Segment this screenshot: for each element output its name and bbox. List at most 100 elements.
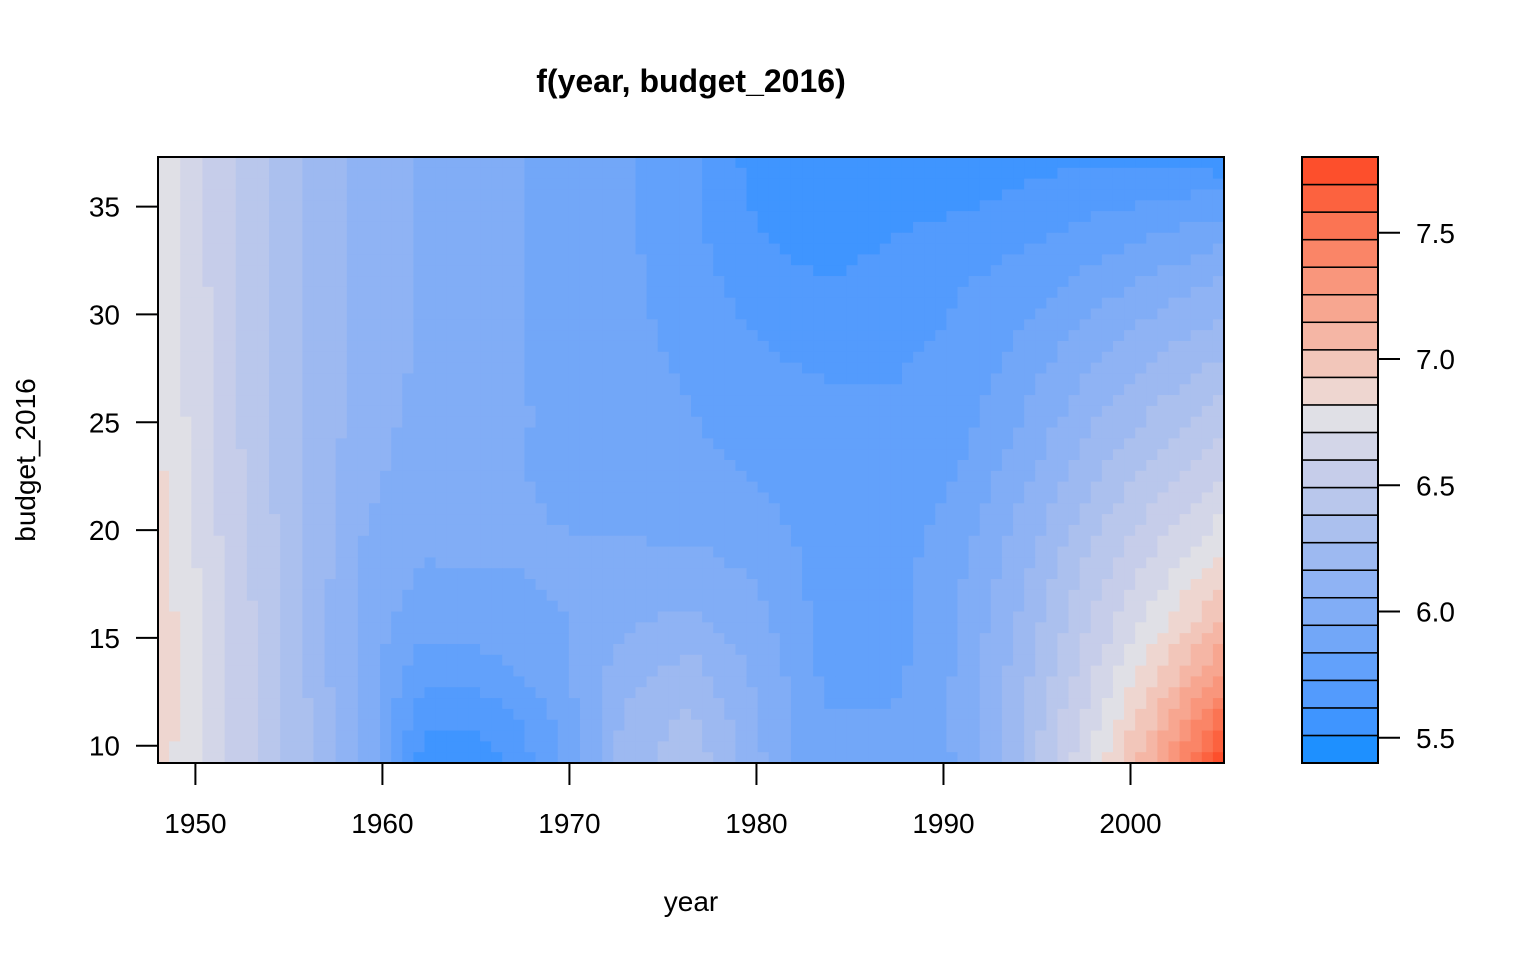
heat-cell xyxy=(713,470,725,483)
heat-cell xyxy=(824,286,836,299)
heat-cell xyxy=(235,654,248,667)
heat-cell xyxy=(657,481,670,494)
heat-cell xyxy=(968,611,981,623)
heat-cell xyxy=(1046,200,1059,212)
heat-cell xyxy=(180,611,192,623)
heat-cell xyxy=(779,654,792,667)
heat-cell xyxy=(1035,524,1047,537)
heat-cell xyxy=(502,373,514,385)
heat-cell xyxy=(1068,438,1081,450)
heat-cell xyxy=(546,470,559,483)
heat-cell xyxy=(557,568,570,580)
heat-cell xyxy=(668,167,681,180)
heat-cell xyxy=(691,319,703,331)
heat-cell xyxy=(1068,514,1081,526)
heat-cell xyxy=(613,557,625,569)
heat-cell xyxy=(368,373,381,385)
heat-cell xyxy=(357,265,370,277)
heat-cell xyxy=(702,200,714,212)
heat-cell xyxy=(435,319,448,331)
heat-cell xyxy=(1135,622,1147,634)
heat-cell xyxy=(613,687,625,699)
heat-cell xyxy=(424,698,437,710)
heat-cell xyxy=(1101,330,1114,342)
heat-cell xyxy=(191,449,204,461)
heat-cell xyxy=(169,405,181,418)
heat-cell xyxy=(1135,297,1147,310)
heat-cell xyxy=(913,470,925,483)
heat-cell xyxy=(1068,405,1081,418)
heat-cell xyxy=(924,308,936,320)
heat-cell xyxy=(768,524,781,537)
heat-cell xyxy=(602,698,614,710)
heat-cell xyxy=(457,200,470,212)
heat-cell xyxy=(1090,524,1103,537)
heat-cell xyxy=(1190,611,1203,623)
heat-cell xyxy=(790,600,803,613)
heat-cell xyxy=(1168,503,1181,515)
heat-cell xyxy=(1090,535,1103,548)
heat-cell xyxy=(413,167,426,180)
heat-cell xyxy=(1212,568,1224,580)
heat-cell xyxy=(757,633,770,645)
heat-cell xyxy=(724,384,737,396)
heat-cell xyxy=(202,308,215,320)
heat-cell xyxy=(790,308,803,320)
heat-cell xyxy=(1013,308,1025,320)
heat-cell xyxy=(890,189,903,201)
heat-cell xyxy=(202,178,215,191)
heat-cell xyxy=(846,405,859,418)
heat-cell xyxy=(180,633,192,645)
heat-cell xyxy=(779,308,792,320)
heat-cell xyxy=(1068,286,1081,299)
heat-cell xyxy=(724,492,737,504)
heat-cell xyxy=(1013,221,1025,234)
heat-cell xyxy=(813,546,825,558)
heat-cell xyxy=(1013,319,1025,331)
heat-cell xyxy=(191,178,204,191)
heat-cell xyxy=(368,492,381,504)
heat-cell xyxy=(924,600,936,613)
heat-cell xyxy=(591,698,603,710)
heat-cell xyxy=(657,524,670,537)
heat-cell xyxy=(713,568,725,580)
heat-cell xyxy=(1046,189,1059,201)
heat-cell xyxy=(1190,330,1203,342)
heat-cell xyxy=(280,524,292,537)
heat-cell xyxy=(191,200,204,212)
heat-cell xyxy=(657,243,670,255)
heat-cell xyxy=(1046,438,1059,450)
heat-cell xyxy=(1024,449,1036,461)
heat-cell xyxy=(557,611,570,623)
heat-cell xyxy=(313,276,326,288)
heat-cell xyxy=(1146,557,1158,569)
heat-cell xyxy=(313,557,326,569)
heat-cell xyxy=(1090,654,1103,667)
heat-cell xyxy=(235,568,248,580)
heat-cell xyxy=(213,568,226,580)
heat-cell xyxy=(480,254,492,266)
heat-cell xyxy=(657,654,670,667)
heat-cell xyxy=(668,557,681,569)
heat-cell xyxy=(546,611,559,623)
heat-cell xyxy=(1179,211,1192,223)
heat-cell xyxy=(802,579,814,591)
heat-cell xyxy=(302,687,315,699)
heat-cell xyxy=(735,665,748,678)
heat-cell xyxy=(213,546,226,558)
heat-cell xyxy=(657,178,670,191)
heat-cell xyxy=(446,221,459,234)
heat-cell xyxy=(846,276,859,288)
heat-cell xyxy=(468,286,481,299)
heat-cell xyxy=(1146,362,1158,375)
heat-cell xyxy=(724,633,737,645)
heat-cell xyxy=(1135,157,1147,169)
heat-cell xyxy=(1168,297,1181,310)
heat-cell xyxy=(1157,557,1170,569)
heat-cell xyxy=(1146,427,1158,439)
heat-cell xyxy=(568,438,581,450)
heat-cell xyxy=(913,340,925,353)
heat-cell xyxy=(679,481,692,494)
heat-cell xyxy=(169,633,181,645)
heat-cell xyxy=(713,243,725,255)
